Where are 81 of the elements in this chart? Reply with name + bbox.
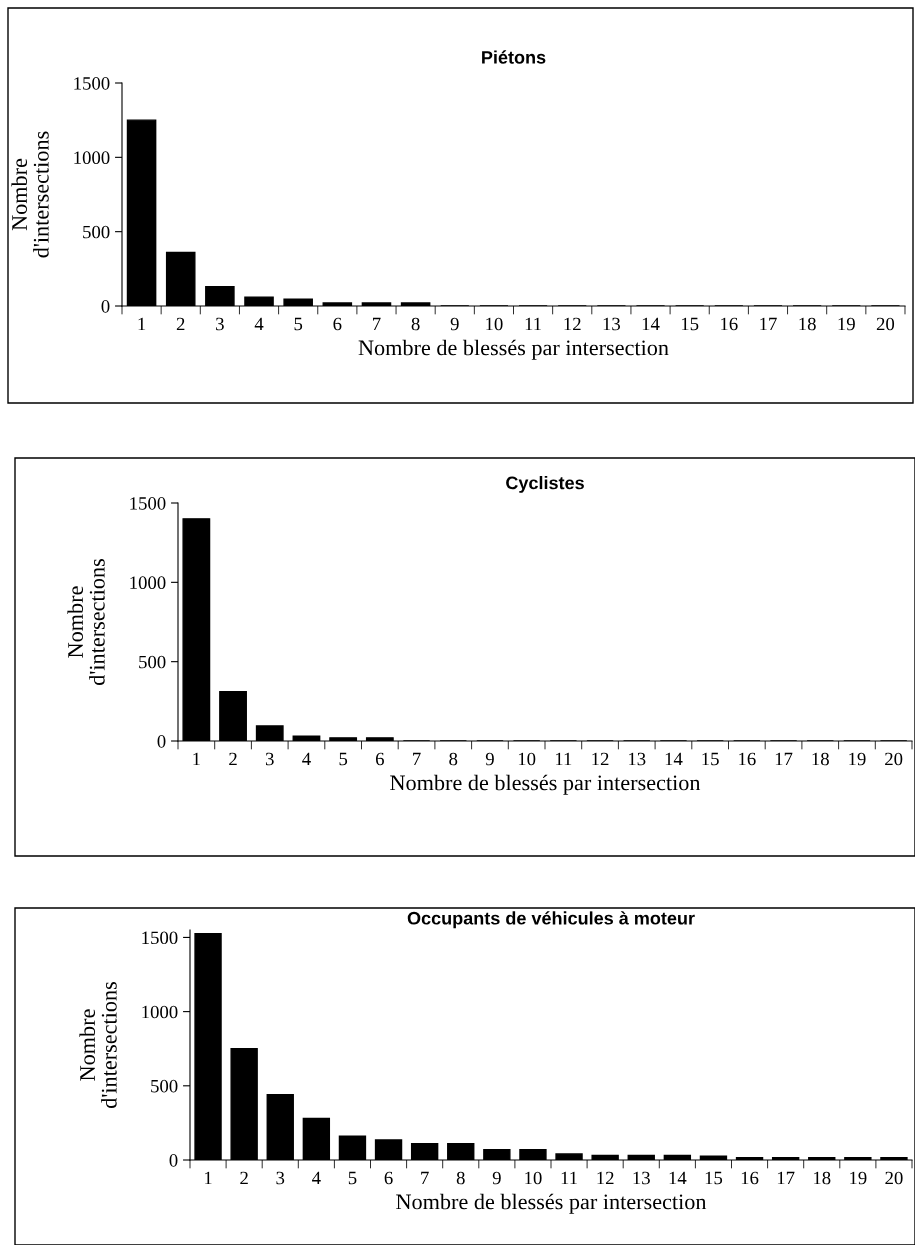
x-tick-label: 13 (629, 752, 646, 766)
y-tick-label: 1000 (130, 576, 166, 590)
x-tick-label: 5 (348, 1171, 357, 1185)
y-tick-label: 1000 (74, 151, 110, 165)
x-tick-label: 6 (333, 317, 342, 331)
x-tick-label: 10 (518, 752, 536, 766)
x-tick-label: 2 (176, 317, 185, 331)
chart-title: Occupants de véhicules à moteur (407, 911, 695, 929)
x-tick-label: 6 (375, 752, 384, 766)
x-tick-label: 7 (413, 752, 421, 766)
y-axis-title: Nombre d'intersections (79, 982, 117, 1108)
x-tick-label: 20 (876, 317, 895, 331)
y-tick-label: 1000 (142, 1005, 178, 1019)
x-tick-label: 16 (721, 317, 738, 331)
x-tick-label: 17 (775, 752, 793, 766)
x-tick-label: 8 (411, 317, 420, 331)
x-tick-label: 6 (384, 1171, 393, 1185)
x-tick-label: 18 (812, 752, 829, 766)
x-tick-label: 3 (276, 1171, 285, 1185)
x-tick-label: 1 (193, 752, 200, 766)
x-tick-label: 16 (741, 1171, 759, 1185)
x-tick-label: 18 (799, 317, 816, 331)
x-tick-label: 15 (681, 317, 699, 331)
x-tick-label: 13 (603, 317, 621, 331)
x-tick-label: 10 (525, 1171, 542, 1185)
x-tick-label: 16 (739, 752, 756, 766)
x-tick-label: 7 (421, 1171, 429, 1185)
x-tick-label: 20 (885, 752, 903, 766)
x-tick-label: 4 (302, 752, 311, 766)
x-tick-label: 7 (373, 317, 381, 331)
x-tick-label: 9 (485, 752, 494, 766)
x-tick-label: 3 (265, 752, 274, 766)
x-tick-label: 2 (240, 1171, 248, 1185)
x-tick-label: 19 (838, 317, 855, 331)
x-tick-label: 14 (665, 752, 683, 766)
y-axis-title: Nombre d'intersections (67, 559, 105, 685)
y-tick-label: 0 (101, 300, 110, 313)
x-tick-label: 19 (850, 1171, 867, 1185)
x-tick-label: 13 (633, 1171, 650, 1185)
x-tick-label: 14 (642, 317, 660, 331)
x-axis-title: Nombre de blessés par intersection (396, 1193, 707, 1214)
x-tick-label: 3 (216, 317, 224, 331)
x-tick-label: 14 (669, 1171, 687, 1185)
y-axis-title: Nombre d'intersections (11, 131, 49, 258)
y-tick-label: 500 (83, 225, 110, 239)
x-tick-label: 12 (597, 1171, 614, 1185)
x-tick-label: 19 (849, 752, 866, 766)
x-tick-label: 18 (814, 1171, 831, 1185)
y-tick-label: 500 (139, 655, 166, 669)
x-tick-label: 10 (486, 317, 503, 331)
x-tick-label: 15 (702, 752, 719, 766)
x-tick-label: 12 (592, 752, 609, 766)
y-tick-label: 500 (151, 1079, 178, 1093)
x-tick-label: 2 (229, 752, 237, 766)
x-tick-label: 4 (254, 317, 264, 331)
chart-title: Cyclistes (506, 476, 584, 493)
y-tick-label: 1500 (142, 931, 178, 945)
x-tick-label: 5 (294, 317, 303, 331)
x-tick-label: 17 (760, 317, 777, 331)
x-axis-title: Nombre de blessés par intersection (358, 339, 669, 360)
x-tick-label: 1 (205, 1171, 212, 1185)
x-tick-label: 15 (705, 1171, 723, 1185)
x-tick-label: 8 (449, 752, 458, 766)
x-tick-label: 11 (561, 1171, 577, 1185)
x-tick-label: 12 (564, 317, 581, 331)
x-tick-label: 17 (777, 1171, 795, 1185)
x-tick-label: 8 (456, 1171, 465, 1185)
x-tick-label: 11 (525, 317, 541, 331)
x-tick-label: 9 (450, 317, 459, 331)
y-tick-label: 0 (169, 1154, 178, 1167)
x-tick-label: 9 (492, 1171, 501, 1185)
y-tick-label: 1500 (130, 497, 166, 510)
chart-title: Piétons (482, 50, 546, 64)
x-axis-title: Nombre de blessés par intersection (390, 774, 701, 795)
x-tick-label: 1 (138, 317, 146, 331)
x-tick-label: 20 (885, 1171, 903, 1185)
x-tick-label: 4 (312, 1171, 321, 1185)
x-tick-label: 5 (339, 752, 348, 766)
y-tick-label: 1500 (74, 77, 110, 90)
y-tick-label: 0 (157, 735, 166, 748)
x-tick-label: 11 (555, 752, 572, 766)
